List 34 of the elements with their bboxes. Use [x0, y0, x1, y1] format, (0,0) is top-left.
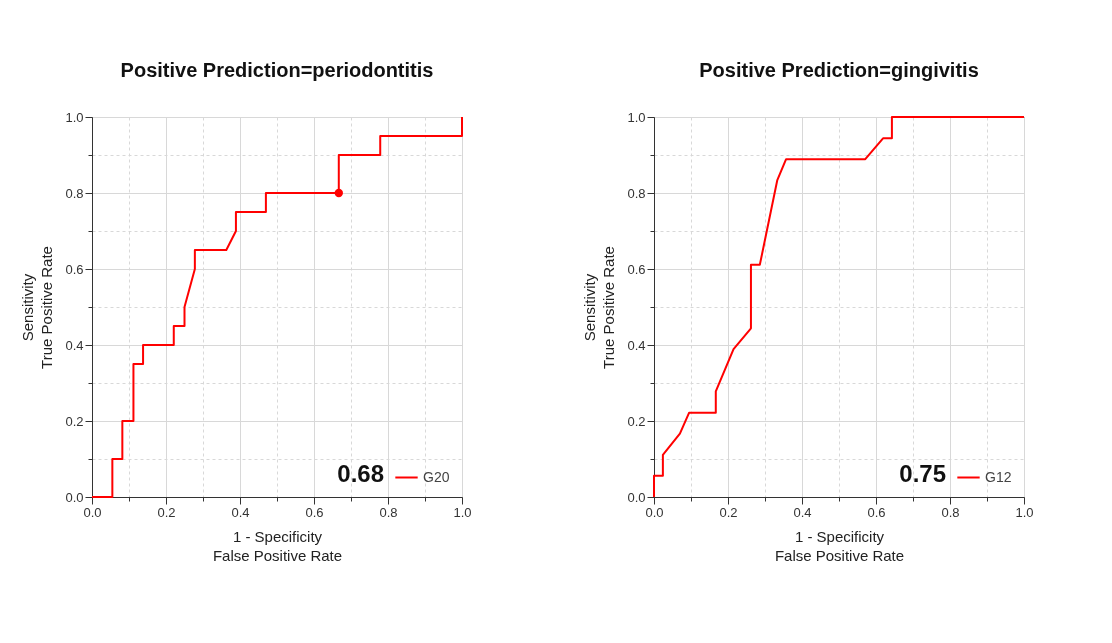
y-tick-label: 0.6	[627, 261, 646, 277]
x-tick-label: 0.2	[157, 504, 176, 520]
chart-title: Positive Prediction=periodontitis	[120, 59, 434, 81]
chart-title: Positive Prediction=gingivitis	[699, 59, 979, 81]
x-tick-label: 0.4	[793, 504, 812, 520]
x-axis-title: 1 - Specificity False Positive Rate	[212, 527, 343, 564]
y-axis-title: Sensitivity True Positive Rate	[581, 246, 618, 369]
x-tick-label: 0.2	[719, 504, 738, 520]
y-tick-label: 0.0	[627, 489, 646, 505]
y-tick-label: 0.0	[65, 489, 84, 505]
x-tick-label: 0.4	[231, 504, 250, 520]
y-tick-label: 0.6	[65, 261, 84, 277]
x-tick-label: 0.0	[83, 504, 102, 520]
y-tick-label: 0.2	[627, 413, 646, 429]
x-tick-label: 0.6	[305, 504, 324, 520]
y-tick-label: 0.4	[65, 337, 84, 353]
y-axis-title: Sensitivity True Positive Rate	[19, 246, 56, 369]
annotation: 0.68	[337, 460, 384, 487]
x-tick-label: 0.6	[867, 504, 886, 520]
x-tick-label: 1.0	[1015, 504, 1034, 520]
x-tick-label: 1.0	[453, 504, 472, 520]
x-tick-label: 0.8	[379, 504, 398, 520]
x-tick-label: 0.0	[645, 504, 664, 520]
legend-label: G20	[423, 468, 450, 485]
y-tick-label: 1.0	[65, 109, 84, 125]
y-tick-label: 0.4	[627, 337, 646, 353]
x-tick-label: 0.8	[941, 504, 960, 520]
y-tick-label: 1.0	[627, 109, 646, 125]
y-tick-label: 0.2	[65, 413, 84, 429]
annotation: 0.75	[899, 460, 946, 487]
x-axis-title: 1 - Specificity False Positive Rate	[774, 527, 905, 564]
legend-label: G12	[985, 468, 1012, 485]
y-tick-label: 0.8	[627, 185, 646, 201]
y-tick-label: 0.8	[65, 185, 84, 201]
